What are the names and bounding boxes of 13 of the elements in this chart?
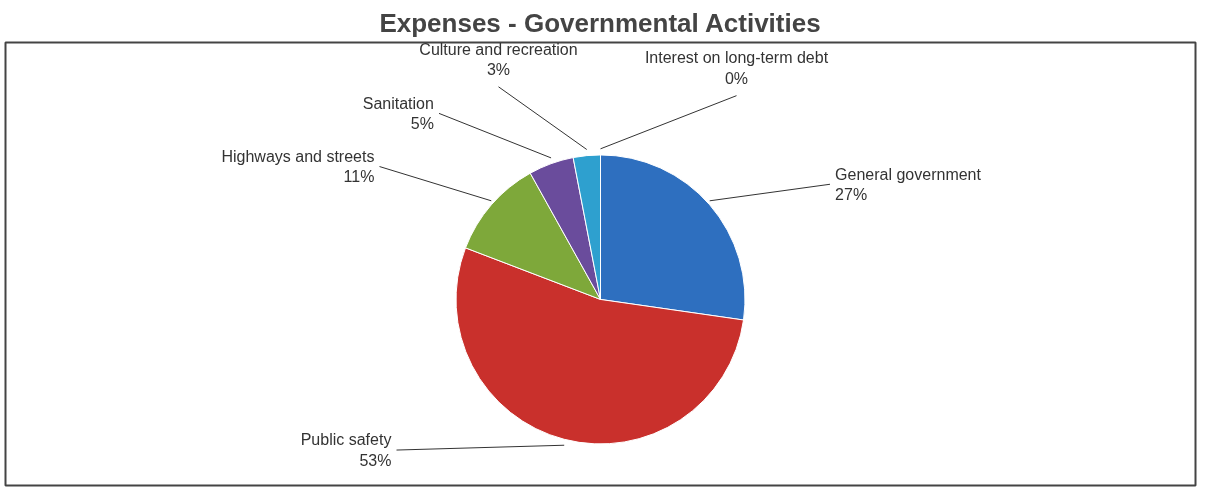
slice-label: General government <box>835 165 982 183</box>
category-label: Interest on long-term debt <box>644 49 829 67</box>
slice-label: Public safety <box>300 431 392 449</box>
data-label: 3% <box>486 60 511 78</box>
slice-label: Highways and streets <box>221 147 375 165</box>
data-label: 27% <box>835 185 868 203</box>
slice-label: Sanitation <box>362 94 434 112</box>
text: 0% <box>724 69 749 87</box>
data-label: 5% <box>410 115 434 133</box>
chart-title: Expenses - Governmental Activities <box>379 7 821 38</box>
data-label: 53% <box>359 451 392 469</box>
data-label: 11% <box>343 168 375 186</box>
slice-label: Culture and recreation <box>419 40 578 58</box>
